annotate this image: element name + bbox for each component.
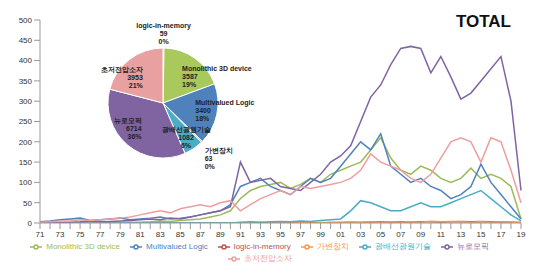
svg-text:350: 350 <box>19 77 33 86</box>
svg-text:400: 400 <box>19 56 33 65</box>
html-text:Monolithic 3D device: Monolithic 3D device <box>46 242 120 252</box>
svg-text:71: 71 <box>36 230 45 239</box>
svg-text:150: 150 <box>19 158 33 167</box>
svg-text:13: 13 <box>456 230 465 239</box>
svg-text:11: 11 <box>437 230 446 239</box>
svg-text:50: 50 <box>23 199 32 208</box>
svg-text:91: 91 <box>236 230 245 239</box>
html-text:가변장치: 가변장치 <box>316 242 349 252</box>
svg-text:09: 09 <box>416 230 425 239</box>
svg-text:500: 500 <box>19 16 33 25</box>
svg-text:250: 250 <box>19 117 33 126</box>
svg-text:81: 81 <box>136 230 145 239</box>
svg-text:가변장치630%: 가변장치630% <box>205 147 233 170</box>
svg-text:03: 03 <box>356 230 365 239</box>
svg-text:logic-in-memory590%: logic-in-memory590% <box>136 22 191 45</box>
svg-text:99: 99 <box>316 230 325 239</box>
svg-text:87: 87 <box>196 230 205 239</box>
svg-text:뉴로모픽671436%: 뉴로모픽671436% <box>114 117 143 140</box>
svg-text:19: 19 <box>517 230 526 239</box>
html-text:logic-in-memory: logic-in-memory <box>233 242 291 252</box>
svg-text:83: 83 <box>156 230 165 239</box>
svg-text:15: 15 <box>476 230 485 239</box>
svg-text:75: 75 <box>76 230 85 239</box>
svg-text:07: 07 <box>396 230 405 239</box>
svg-text:광배선광원기술10826%: 광배선광원기술10826% <box>162 126 211 149</box>
svg-text:Multivalued Logic340018%: Multivalued Logic340018% <box>195 99 254 122</box>
svg-text:100: 100 <box>19 178 33 187</box>
svg-text:97: 97 <box>296 230 305 239</box>
html-text:뉴로모픽: 뉴로모픽 <box>456 242 489 252</box>
svg-text:300: 300 <box>19 97 33 106</box>
svg-text:05: 05 <box>376 230 385 239</box>
html-text:Multivalued Logic: Multivalued Logic <box>146 242 208 252</box>
svg-text:초저전압소자395321%: 초저전압소자395321% <box>101 66 144 89</box>
html-text:초저전압소자: 초저전압소자 <box>243 254 292 264</box>
svg-text:Monolithic 3D device358719%: Monolithic 3D device358719% <box>182 65 252 88</box>
svg-text:95: 95 <box>276 230 285 239</box>
svg-text:79: 79 <box>116 230 125 239</box>
svg-text:17: 17 <box>497 230 506 239</box>
svg-text:89: 89 <box>216 230 225 239</box>
svg-text:73: 73 <box>56 230 65 239</box>
svg-text:450: 450 <box>19 36 33 45</box>
svg-text:0: 0 <box>28 219 33 228</box>
html-text:광배선광원기술: 광배선광원기술 <box>374 242 431 252</box>
svg-text:01: 01 <box>336 230 345 239</box>
html-text:TOTAL: TOTAL <box>455 12 511 31</box>
svg-text:77: 77 <box>96 230 105 239</box>
svg-text:93: 93 <box>256 230 265 239</box>
svg-text:85: 85 <box>176 230 185 239</box>
svg-text:200: 200 <box>19 138 33 147</box>
